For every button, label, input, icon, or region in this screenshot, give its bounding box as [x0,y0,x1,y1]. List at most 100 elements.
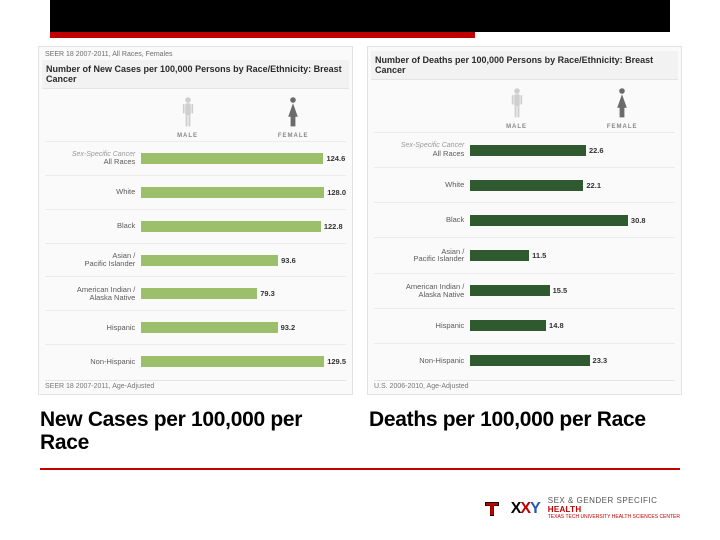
bar-wrap: 11.5 [470,249,675,262]
gender-row: MALE FEMALE [45,95,346,139]
bar-value: 11.5 [532,251,546,260]
bar-wrap: 93.6 [141,254,346,267]
bar [141,221,321,232]
data-row: Hispanic 14.8 [374,308,675,343]
bar-value: 93.2 [281,323,296,332]
data-row: Non-Hispanic 129.5 [45,344,346,378]
bar-wrap: 30.8 [470,214,675,227]
xxy-logo-icon: XXY [511,500,540,518]
row-label: Non-Hispanic [45,358,141,366]
row-label: Asian /Pacific Islander [45,252,141,268]
data-row: White 22.1 [374,167,675,202]
panel-footnote: SEER 18 2007-2011, Age-Adjusted [45,380,346,390]
bar-wrap: 22.6 [470,144,675,157]
bar [470,320,546,331]
deaths-panel: Number of Deaths per 100,000 Persons by … [367,46,682,395]
bar-value: 122.8 [324,222,343,231]
bar-value: 15.5 [553,286,568,295]
bar [470,215,628,226]
data-row: Asian /Pacific Islander 93.6 [45,243,346,277]
bar-wrap: 15.5 [470,284,675,297]
data-row: American Indian /Alaska Native 79.3 [45,276,346,310]
bar-value: 14.8 [549,321,564,330]
bar [470,145,586,156]
data-rows: Sex-Specific CancerAll Races 22.6 White … [374,132,675,378]
bar [141,255,278,266]
bar-value: 22.6 [589,146,604,155]
female-icon [614,86,630,122]
bar [141,322,277,333]
row-label: Hispanic [374,322,470,330]
panel-title: Number of New Cases per 100,000 Persons … [42,60,349,89]
bar-value: 93.6 [281,256,296,265]
captions: New Cases per 100,000 per Race Deaths pe… [40,408,680,454]
new-cases-panel: SEER 18 2007-2011, All Races, Females Num… [38,46,353,395]
bar-value: 23.3 [593,356,608,365]
male-label: MALE [506,124,527,130]
gender-row: MALE FEMALE [374,86,675,130]
bar [141,187,324,198]
row-label: Black [374,216,470,224]
bar [141,356,324,367]
female-icon [285,95,301,131]
data-row: American Indian /Alaska Native 15.5 [374,273,675,308]
sgs-line3: TEXAS TECH UNIVERSITY HEALTH SCIENCES CE… [548,515,680,520]
chart-row: SEER 18 2007-2011, All Races, Females Num… [38,46,682,395]
male-icon [509,86,525,122]
bar-wrap: 129.5 [141,355,346,368]
bar-value: 128.0 [327,188,346,197]
row-label: Asian /Pacific Islander [374,248,470,264]
female-label: FEMALE [607,124,638,130]
row-label: White [374,181,470,189]
male-col: MALE [135,95,241,139]
top-black-bar [50,0,670,32]
data-rows: Sex-Specific CancerAll Races 124.6 White… [45,141,346,378]
male-col: MALE [464,86,570,130]
bar-value: 79.3 [260,289,275,298]
slide: SEER 18 2007-2011, All Races, Females Num… [0,0,720,540]
bar [470,250,529,261]
female-col: FEMALE [569,86,675,130]
row-label: American Indian /Alaska Native [374,283,470,299]
sgs-text: SEX & GENDER SPECIFIC HEALTH TEXAS TECH … [548,497,680,520]
footer-logo: XXY SEX & GENDER SPECIFIC HEALTH TEXAS T… [481,497,680,520]
data-row: Sex-Specific CancerAll Races 124.6 [45,141,346,175]
bar-wrap: 93.2 [141,321,346,334]
bar-wrap: 79.3 [141,287,346,300]
data-row: Sex-Specific CancerAll Races 22.6 [374,132,675,167]
female-col: FEMALE [240,95,346,139]
data-row: Hispanic 93.2 [45,310,346,344]
female-label: FEMALE [278,133,309,139]
data-row: Black 30.8 [374,202,675,237]
bar-value: 129.5 [327,357,346,366]
data-row: White 128.0 [45,175,346,209]
caption-deaths: Deaths per 100,000 per Race [369,408,680,454]
male-icon [180,95,196,131]
row-label: Sex-Specific CancerAll Races [45,151,141,166]
caption-new-cases: New Cases per 100,000 per Race [40,408,351,454]
panel-title: Number of Deaths per 100,000 Persons by … [371,51,678,80]
male-label: MALE [177,133,198,139]
bar [141,153,323,164]
bar-value: 30.8 [631,216,646,225]
data-row: Non-Hispanic 23.3 [374,343,675,378]
top-red-bar [50,32,475,38]
texas-tech-logo-icon [481,498,503,520]
bar-wrap: 14.8 [470,319,675,332]
data-row: Black 122.8 [45,209,346,243]
row-label: Non-Hispanic [374,357,470,365]
panel-footnote: U.S. 2006-2010, Age-Adjusted [374,380,675,390]
bar [470,285,549,296]
bar-wrap: 22.1 [470,179,675,192]
bar [470,355,589,366]
data-row: Asian /Pacific Islander 11.5 [374,237,675,272]
bar-value: 124.6 [326,154,345,163]
panel-subhead: SEER 18 2007-2011, All Races, Females [45,51,346,58]
bar-value: 22.1 [586,181,601,190]
row-label: Sex-Specific CancerAll Races [374,142,470,157]
red-underline [40,468,680,470]
row-label: White [45,188,141,196]
bar-wrap: 122.8 [141,220,346,233]
bar [141,288,257,299]
row-label: American Indian /Alaska Native [45,286,141,302]
